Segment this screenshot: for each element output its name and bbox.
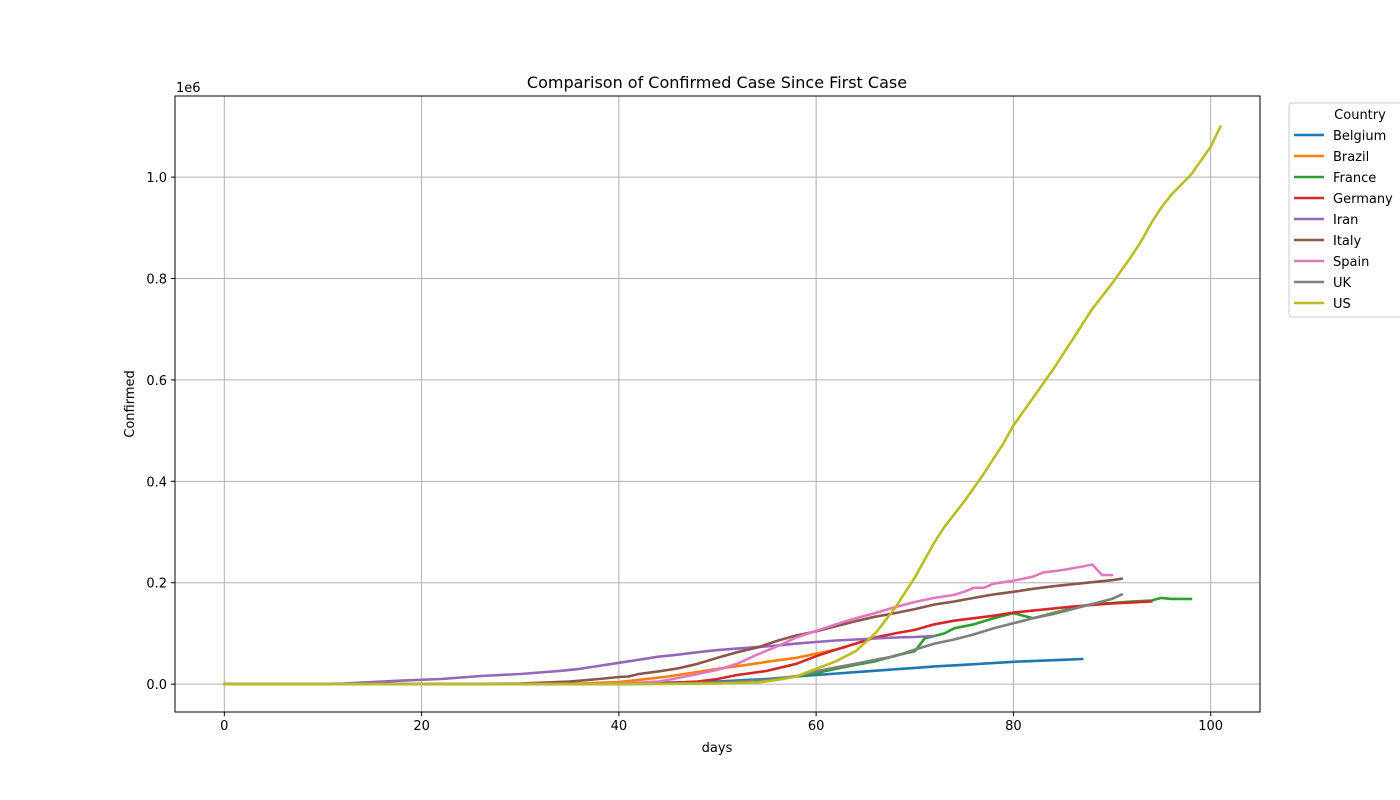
x-tick-label: 40 <box>611 719 628 734</box>
plot-frame <box>174 95 1261 713</box>
x-tick-label: 100 <box>1198 719 1223 734</box>
grid <box>175 96 1260 712</box>
series-lines <box>223 125 1222 686</box>
legend-label-spain: Spain <box>1333 255 1369 270</box>
legend: Country Belgium Brazil France Germany Iran It… <box>1288 102 1400 318</box>
legend-items: Belgium Brazil France Germany Iran Italy Spain… <box>1294 129 1393 312</box>
x-tick-label: 0 <box>220 719 228 734</box>
legend-label-iran: Iran <box>1333 213 1358 228</box>
legend-label-us: US <box>1333 297 1351 312</box>
legend-label-italy: Italy <box>1333 234 1362 249</box>
y-tick-label: 0.0 <box>146 678 167 693</box>
legend-title: Country <box>1334 108 1386 123</box>
y-tick-label: 0.2 <box>146 577 167 592</box>
x-tick-label: 60 <box>808 719 825 734</box>
legend-label-uk: UK <box>1333 276 1352 291</box>
x-axis-label: days <box>702 741 733 756</box>
series-line-uk <box>223 593 1124 686</box>
chart-title: Comparison of Confirmed Case Since First… <box>527 73 907 92</box>
series-line-us <box>223 125 1222 686</box>
legend-label-france: France <box>1333 171 1376 186</box>
y-offset-label: 1e6 <box>176 81 201 96</box>
y-axis-label: Confirmed <box>123 370 138 438</box>
x-tick-label: 20 <box>413 719 430 734</box>
legend-label-belgium: Belgium <box>1333 129 1386 144</box>
y-tick-label: 0.4 <box>146 475 167 490</box>
x-tick-label: 80 <box>1005 719 1022 734</box>
y-tick-label: 1.0 <box>146 171 167 186</box>
series-line-iran <box>223 634 936 686</box>
axis-ticks: 0 20 40 60 80 100 0.0 0.2 0.4 0.6 0.8 1.0 <box>146 171 1223 734</box>
series-line-germany <box>223 600 1153 686</box>
legend-label-brazil: Brazil <box>1333 150 1369 165</box>
y-tick-label: 0.6 <box>146 374 167 389</box>
legend-label-germany: Germany <box>1333 192 1393 207</box>
y-tick-label: 0.8 <box>146 273 167 288</box>
